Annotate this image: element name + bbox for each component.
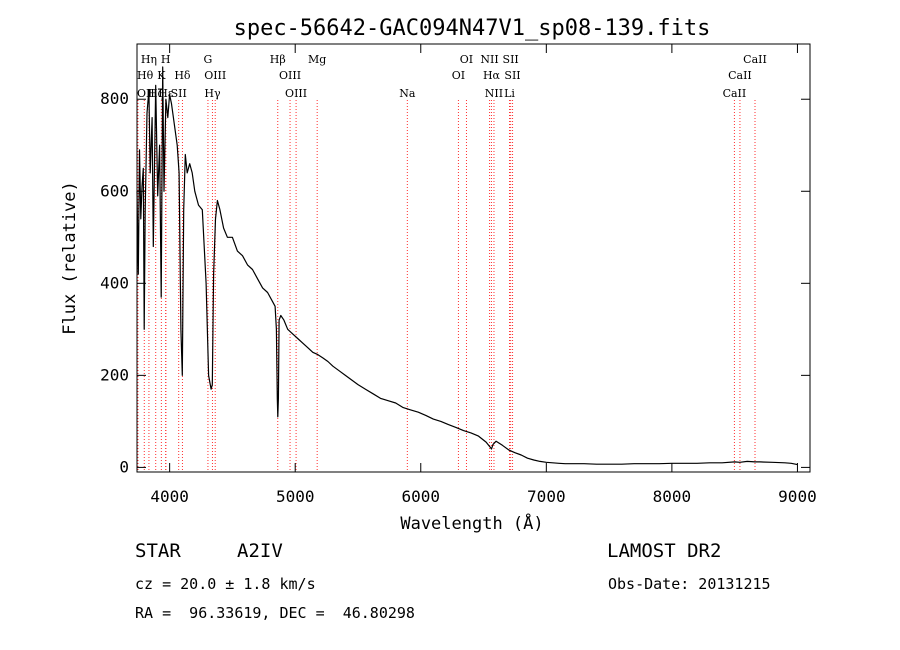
y-tick-label: 800 <box>100 89 129 108</box>
spectral-line-markers: OIIHθHηHζKHHεHδSIIGOIIIHγHβOIIIOIIIMgNaO… <box>137 53 767 472</box>
line-marker-label: G <box>204 53 213 66</box>
redshift-velocity: cz = 20.0 ± 1.8 km/s <box>135 575 316 593</box>
line-marker-label: CaII <box>728 69 752 82</box>
y-tick-label: 0 <box>119 457 129 476</box>
line-marker-label: OI <box>460 53 473 66</box>
y-axis-label: Flux (relative) <box>60 181 80 335</box>
plot-frame <box>136 43 811 473</box>
line-marker-label: Hγ <box>204 87 221 100</box>
chart-title: spec-56642-GAC094N47V1_sp08-139.fits <box>234 16 711 41</box>
line-marker-label: NII <box>480 53 498 66</box>
line-marker-label: Hδ <box>174 69 191 82</box>
line-marker-label: Na <box>399 87 416 100</box>
spectrum-line <box>136 66 798 466</box>
coordinates: RA = 96.33619, DEC = 46.80298 <box>135 604 415 622</box>
line-marker-label: OIII <box>285 87 307 100</box>
observation-date: Obs-Date: 20131215 <box>608 575 771 593</box>
line-marker-label: NII <box>485 87 503 100</box>
x-tick-label: 5000 <box>276 487 315 506</box>
line-marker-label: SII <box>504 69 520 82</box>
line-marker-label: CaII <box>723 87 747 100</box>
line-marker-label: OI <box>452 69 465 82</box>
line-marker-label: Mg <box>308 53 326 66</box>
line-marker-label: H <box>161 53 171 66</box>
line-marker-label: OII <box>137 87 155 100</box>
object-class: STAR <box>135 540 181 562</box>
y-axis-ticks: 0 200 400 600 800 <box>100 89 810 476</box>
object-subclass: A2IV <box>237 540 283 562</box>
line-marker-label: K <box>157 69 166 82</box>
line-marker-label: CaII <box>743 53 767 66</box>
x-axis-ticks: 4000 5000 6000 7000 8000 9000 <box>150 44 817 506</box>
x-tick-label: 9000 <box>778 487 817 506</box>
y-tick-label: 200 <box>100 365 129 384</box>
line-marker-label: Hα <box>483 69 501 82</box>
y-tick-label: 600 <box>100 181 129 200</box>
x-axis-label: Wavelength (Å) <box>400 512 543 534</box>
x-tick-label: 4000 <box>150 487 189 506</box>
line-marker-label: OIII <box>279 69 301 82</box>
line-marker-label: SII <box>171 87 187 100</box>
y-tick-label: 400 <box>100 273 129 292</box>
line-marker-label: Li <box>504 87 515 100</box>
survey-name: LAMOST DR2 <box>607 540 722 562</box>
line-marker-label: SII <box>503 53 519 66</box>
x-tick-label: 8000 <box>653 487 692 506</box>
spectrum-series <box>136 66 798 466</box>
line-marker-label: OIII <box>204 69 226 82</box>
line-marker-label: Hθ <box>137 69 154 82</box>
line-marker-label: Hβ <box>270 53 286 66</box>
x-tick-label: 7000 <box>527 487 566 506</box>
x-tick-label: 6000 <box>401 487 440 506</box>
line-marker-label: Hη <box>141 53 157 66</box>
